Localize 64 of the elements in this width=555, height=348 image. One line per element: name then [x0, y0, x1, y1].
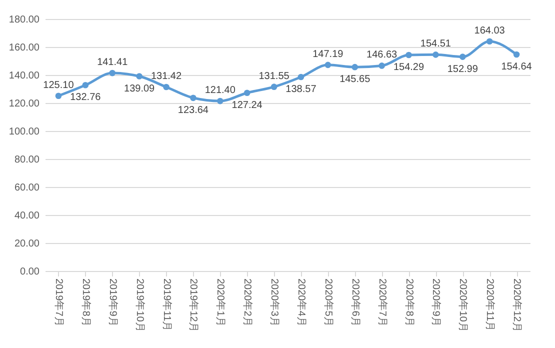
text: 141.41	[97, 57, 128, 68]
point	[136, 73, 142, 80]
x-tick-label: 2020年4月	[295, 278, 308, 326]
point	[109, 70, 116, 76]
point	[406, 52, 412, 58]
x-tick-label: 2020年7月	[376, 278, 388, 326]
point	[352, 64, 358, 70]
x-tick-label: 2020年3月	[268, 278, 281, 326]
text: 123.64	[178, 104, 208, 116]
text: 132.76	[70, 92, 101, 104]
point	[190, 94, 196, 102]
point	[55, 92, 62, 100]
point	[432, 52, 439, 58]
x-tick-label: 2019年7月	[52, 278, 65, 326]
text: 139.09	[124, 83, 155, 94]
point	[244, 90, 250, 96]
text: 164.03	[474, 25, 505, 36]
text: 127.24	[232, 100, 262, 111]
y-tick-label: 180.00	[8, 14, 40, 26]
x-tick-label: 2020年11月	[484, 278, 496, 332]
x-tick-label: 2019年12月	[188, 278, 200, 332]
text: 131.42	[150, 71, 182, 82]
point	[163, 84, 170, 90]
y-tick-label: 120.00	[8, 98, 40, 110]
x-tick-label: 2020年6月	[349, 278, 362, 326]
x-tick-label: 2020年5月	[322, 278, 334, 326]
x-tick-label: 2020年2月	[242, 278, 254, 326]
text: 121.40	[204, 85, 236, 96]
text: 154.64	[501, 62, 532, 73]
text: 145.65	[340, 74, 370, 86]
point	[82, 82, 89, 88]
y-tick-label: 100.00	[8, 126, 40, 138]
point	[378, 62, 385, 69]
x-tick-label: 2019年8月	[80, 278, 92, 326]
text: 138.57	[286, 84, 316, 95]
point	[216, 98, 224, 104]
point	[486, 38, 493, 45]
y-tick-label: 20.00	[14, 238, 40, 250]
x-tick-label: 2020年8月	[403, 278, 416, 326]
y-tick-label: 60.00	[14, 182, 40, 194]
point	[270, 84, 278, 90]
text: 147.19	[312, 48, 344, 60]
x-tick-label: 2020年12月	[511, 278, 524, 332]
y-tick-label: 0.00	[20, 266, 40, 278]
x-tick-label: 2019年11月	[160, 278, 173, 332]
x-tick-label: 2019年9月	[106, 278, 119, 326]
point	[459, 54, 466, 60]
y-tick-label: 140.00	[8, 70, 40, 82]
text: 146.63	[366, 50, 398, 61]
text: 131.55	[258, 70, 290, 82]
text: 125.10	[43, 80, 74, 91]
y-tick-label: 80.00	[14, 154, 40, 166]
text: 154.29	[393, 62, 424, 73]
text: 152.99	[447, 64, 478, 75]
x-tick-label: 2020年9月	[430, 278, 442, 326]
x-tick-label: 2019年10月	[134, 278, 146, 332]
point	[324, 62, 332, 68]
x-tick-label: 2020年10月	[457, 278, 470, 332]
point	[298, 74, 304, 80]
y-tick-label: 160.00	[8, 42, 40, 54]
y-tick-label: 40.00	[14, 210, 40, 222]
x-tick-label: 2020年1月	[214, 278, 227, 326]
point	[513, 51, 520, 58]
text: 154.51	[420, 38, 451, 50]
